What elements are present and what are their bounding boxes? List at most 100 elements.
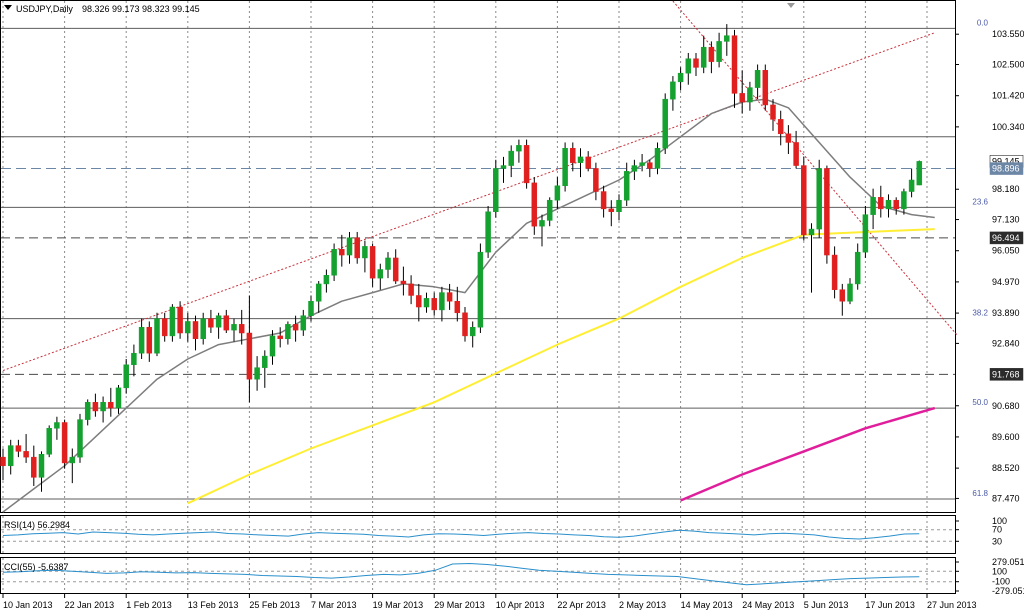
candle-body-bear [246,332,253,380]
candle-body-bull [262,355,268,368]
candle-body-bull [847,283,853,302]
candle-body-bull [377,269,384,279]
candle-body-bull [539,220,545,227]
chart-shift-marker-icon[interactable] [787,3,795,8]
candle-body-bull [169,306,176,337]
candle-body-bear [408,283,414,296]
candle-body-bull [7,445,14,467]
candlestick [46,425,52,458]
dropdown-triangle-icon[interactable] [4,5,12,10]
rsi-line [2,529,920,540]
candle-body-bull [115,387,122,409]
candlestick [416,283,422,322]
fibonacci-level-label: 50.0 [972,398,988,407]
candlestick [108,387,114,417]
candlestick [485,205,491,258]
candlestick [331,243,337,282]
candle-body-bear [647,162,653,169]
cci-axis-label: -279.051 [992,586,1024,596]
candle-body-bear [762,70,769,106]
candlestick [916,160,923,186]
candlestick [731,29,738,108]
candle-body-bear [839,289,846,302]
candle-body-bull [816,168,822,230]
candle-body-bear [208,318,214,328]
candlestick [254,356,260,391]
price-axis-label: 87.470 [992,493,1020,503]
candle-body-bear [354,237,360,259]
candle-body-bull [69,456,76,464]
candlestick [793,130,799,169]
symbol-label: USDJPY,Daily [16,4,73,14]
candlestick [200,312,206,345]
candlestick [493,159,499,218]
candlestick [377,263,384,290]
candlestick [570,142,576,172]
candle-body-bear [739,93,745,103]
candlestick [531,177,538,235]
candle-body-bull [654,147,661,169]
candle-body-bear [161,318,168,337]
candlestick [354,231,360,264]
candle-body-bear [593,168,599,192]
candlestick [600,185,607,218]
candlestick [716,32,722,68]
candlestick [208,309,214,334]
candle-body-bull [623,171,630,201]
candle-body-bear [793,142,799,166]
candlestick [446,283,453,310]
candlestick [362,240,368,273]
candlestick [84,399,91,426]
ohlc-readout: 98.326 99.173 98.323 99.145 [82,4,200,14]
candlestick [593,162,599,201]
time-axis-label: 17 Jun 2013 [865,600,915,610]
price-tag: 91.768 [989,368,1024,381]
candle-body-bear [223,315,230,331]
candlestick [724,24,730,56]
candlestick [747,81,753,111]
candle-body-bull [269,335,276,357]
candlestick [500,156,507,183]
candlestick [739,70,745,114]
candlestick [770,99,776,131]
candle-body-bull [346,237,353,256]
candle-body-bear [585,156,591,169]
price-tag-text: 99.145 [992,156,1020,166]
candle-body-bull [554,185,561,201]
candle-body-bull [908,179,915,192]
candlestick [577,148,584,178]
price-tag-box [989,368,1024,381]
candlestick [269,330,276,365]
rsi-panel-frame [0,515,956,554]
time-axis-label: 5 Jun 2013 [804,600,849,610]
candle-body-bull [185,321,191,334]
candle-body-bull [546,199,553,221]
chart-header: USDJPY,Daily 98.326 99.173 98.323 99.145 [4,4,200,14]
candle-body-bull [485,211,491,253]
candle-body-bear [893,199,899,210]
candle-body-bull [362,246,368,259]
candlestick [885,194,892,218]
candle-body-bull [215,315,222,328]
candle-body-bear [777,119,784,135]
candlestick [662,93,668,155]
rsi-axis-label: 100 [992,516,1007,526]
candle-body-bull [138,326,145,354]
time-axis-label: 13 Feb 2013 [188,600,239,610]
candlestick [824,165,830,264]
candle-body-bear [462,312,468,337]
candlestick [15,439,22,458]
candle-body-bull [154,318,160,354]
price-axis-label: 98.180 [992,184,1020,194]
candlestick [893,197,899,215]
candlestick [277,327,283,348]
candlestick [238,309,245,345]
candle-body-bull [670,81,676,100]
candle-body-bear [277,335,283,340]
candlestick [554,177,561,209]
rsi-axis-label: 30 [992,536,1002,546]
candlestick [831,246,838,299]
candlestick [161,312,168,342]
candlestick [146,321,153,362]
candlestick [616,194,622,221]
